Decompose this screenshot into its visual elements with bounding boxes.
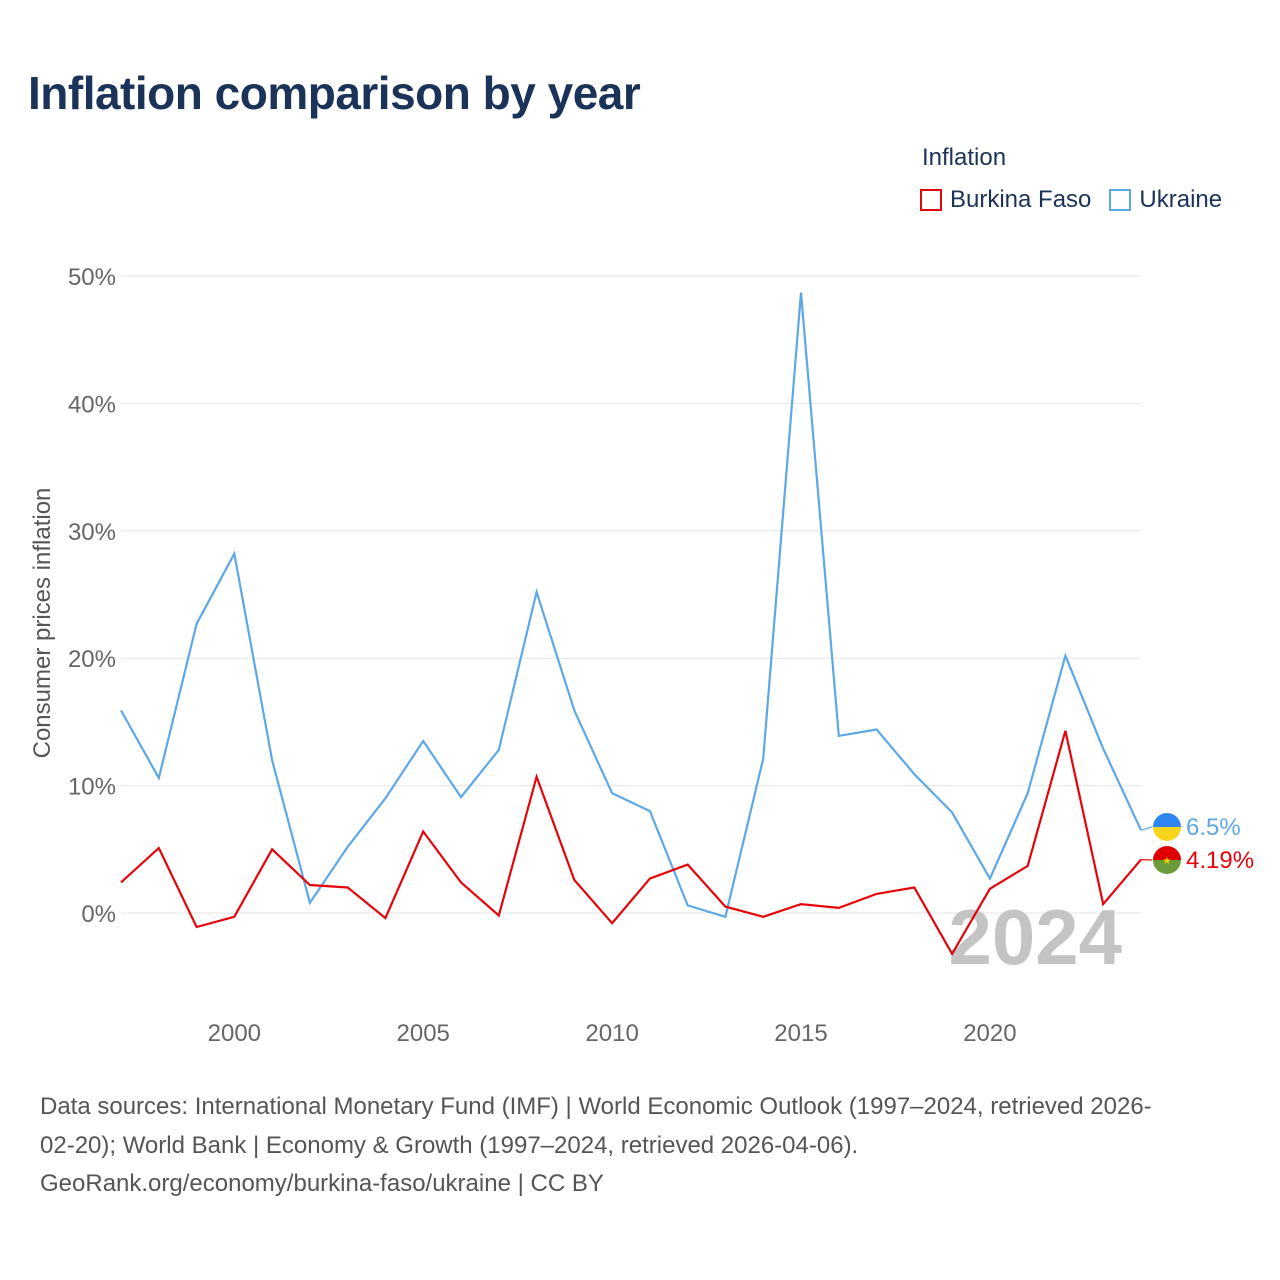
legend-item-ukraine[interactable]: Ukraine [1109, 186, 1222, 214]
ukraine-flag-icon [1153, 813, 1181, 841]
y-tick-label: 20% [68, 646, 116, 673]
y-axis-label: Consumer prices inflation [29, 488, 56, 759]
y-tick-label: 30% [68, 519, 116, 546]
svg-text:★: ★ [1163, 856, 1172, 867]
legend-label-burkina-faso: Burkina Faso [950, 186, 1092, 213]
legend-label-ukraine: Ukraine [1139, 186, 1223, 213]
x-tick-label: 2010 [585, 1020, 638, 1047]
x-tick-label: 2020 [963, 1020, 1016, 1047]
y-tick-label: 0% [81, 901, 116, 928]
end-connector-ukraine [1140, 826, 1153, 831]
series-line-ukraine [120, 292, 1142, 919]
end-value-label-ukraine: 6.5% [1186, 814, 1241, 841]
y-axis-ticks: 0% 10% 20% 30% 40% 50% [68, 264, 116, 928]
x-tick-label: 2000 [208, 1020, 261, 1047]
legend-swatch-ukraine [1109, 189, 1132, 211]
end-markers: ★ 4.19% 6.5% [1153, 813, 1254, 874]
line-chart: 0% 10% 20% 30% 40% 50% 2000 2005 2010 2015 2020 C… [29, 264, 1254, 1047]
series-line-burkina-faso [120, 730, 1142, 957]
gridlines [121, 275, 1141, 914]
x-tick-label: 2005 [397, 1020, 450, 1047]
y-tick-label: 50% [68, 264, 116, 291]
burkina-faso-flag-icon: ★ [1153, 846, 1181, 874]
x-axis-ticks: 2000 2005 2010 2015 2020 [208, 1020, 1017, 1047]
chart-title: Inflation comparison by year [28, 67, 641, 119]
legend: Burkina Faso Ukraine [920, 186, 1222, 214]
y-tick-label: 40% [68, 391, 116, 418]
legend-title: Inflation [922, 144, 1007, 171]
y-tick-label: 10% [68, 774, 116, 801]
data-sources-line-1: Data sources: International Monetary Fun… [40, 1093, 1152, 1120]
data-sources-line-2: 02-20); World Bank | Economy & Growth (1… [40, 1131, 859, 1159]
legend-item-burkina-faso[interactable]: Burkina Faso [920, 186, 1091, 214]
footer: Data sources: International Monetary Fun… [40, 1088, 1250, 1204]
series-lines [120, 292, 1153, 957]
legend-swatch-burkina-faso [920, 189, 942, 211]
year-watermark: 2024 [948, 893, 1122, 981]
x-tick-label: 2015 [774, 1020, 827, 1047]
attribution-link[interactable]: GeoRank.org/economy/burkina-faso/ukraine… [40, 1170, 604, 1197]
end-value-label-burkina-faso: 4.19% [1186, 847, 1254, 874]
